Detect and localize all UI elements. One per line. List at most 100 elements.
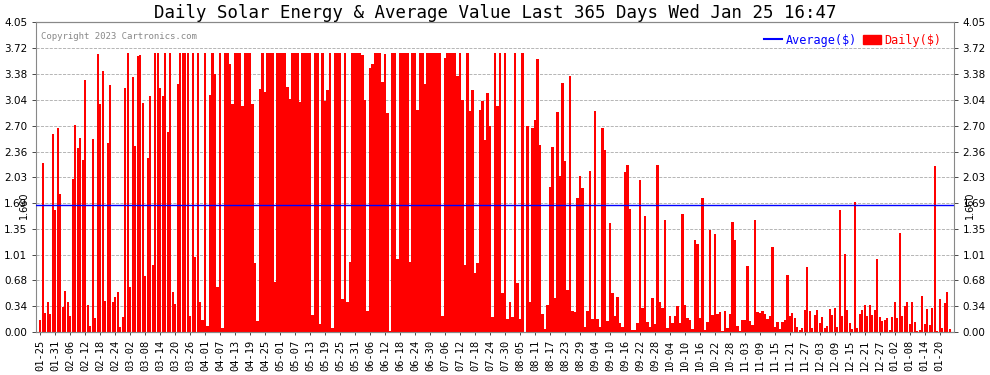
Bar — [242, 106, 244, 332]
Bar — [94, 318, 96, 332]
Bar — [69, 316, 71, 332]
Bar — [191, 53, 194, 332]
Bar — [791, 312, 794, 332]
Bar — [117, 291, 119, 332]
Bar — [474, 273, 476, 332]
Bar — [224, 53, 227, 332]
Bar — [906, 303, 909, 332]
Bar — [684, 305, 686, 332]
Bar — [548, 188, 551, 332]
Bar — [407, 53, 409, 332]
Bar — [451, 53, 453, 332]
Bar — [614, 316, 616, 332]
Bar — [317, 53, 319, 332]
Bar — [506, 319, 509, 332]
Bar — [144, 276, 147, 332]
Bar — [622, 327, 624, 332]
Bar — [389, 331, 391, 332]
Bar — [686, 318, 688, 332]
Bar — [846, 310, 848, 332]
Bar — [448, 53, 451, 332]
Bar — [937, 331, 939, 332]
Bar — [774, 327, 776, 332]
Bar — [576, 198, 578, 332]
Bar — [209, 95, 211, 332]
Bar — [137, 56, 139, 332]
Bar — [179, 53, 181, 332]
Bar — [558, 176, 561, 332]
Bar — [743, 320, 746, 332]
Bar — [932, 308, 934, 332]
Bar — [312, 315, 314, 332]
Bar — [391, 53, 394, 332]
Bar — [186, 53, 189, 332]
Bar — [619, 322, 621, 332]
Bar — [64, 291, 66, 332]
Bar — [369, 68, 371, 332]
Bar — [639, 180, 642, 332]
Bar — [102, 71, 104, 332]
Bar — [527, 126, 529, 332]
Bar — [769, 316, 771, 332]
Bar — [396, 259, 399, 332]
Bar — [617, 297, 619, 332]
Bar — [384, 54, 386, 332]
Bar — [896, 318, 899, 332]
Bar — [251, 104, 253, 332]
Bar — [104, 301, 106, 332]
Bar — [281, 53, 284, 332]
Bar — [669, 316, 671, 332]
Bar — [266, 53, 268, 332]
Bar — [761, 310, 763, 332]
Bar — [294, 53, 296, 332]
Bar — [139, 55, 142, 332]
Bar — [214, 74, 216, 332]
Bar — [941, 328, 943, 332]
Bar — [766, 318, 768, 332]
Bar — [648, 327, 651, 332]
Bar — [194, 257, 196, 332]
Bar — [244, 53, 247, 332]
Bar — [419, 53, 421, 332]
Bar — [304, 53, 306, 332]
Bar — [51, 134, 53, 332]
Bar — [656, 165, 658, 332]
Bar — [632, 330, 634, 332]
Bar — [853, 202, 856, 332]
Bar — [54, 210, 56, 332]
Text: 1.660: 1.660 — [19, 191, 29, 219]
Bar — [264, 92, 266, 332]
Bar — [824, 328, 826, 332]
Bar — [924, 324, 926, 332]
Bar — [539, 146, 542, 332]
Bar — [469, 111, 471, 332]
Bar — [127, 53, 129, 332]
Bar — [814, 315, 816, 332]
Bar — [232, 104, 234, 332]
Bar — [376, 53, 378, 332]
Text: 1.660: 1.660 — [964, 191, 974, 219]
Bar — [161, 96, 163, 332]
Bar — [596, 320, 599, 332]
Bar — [696, 244, 699, 332]
Bar — [919, 330, 921, 332]
Bar — [81, 160, 84, 332]
Bar — [47, 302, 49, 332]
Bar — [271, 53, 273, 332]
Bar — [302, 53, 304, 332]
Bar — [166, 132, 168, 332]
Bar — [99, 104, 101, 332]
Bar — [837, 327, 839, 332]
Bar — [269, 53, 271, 332]
Bar — [832, 315, 834, 332]
Bar — [481, 101, 484, 332]
Bar — [901, 316, 904, 332]
Bar — [119, 327, 122, 332]
Bar — [289, 99, 291, 332]
Bar — [604, 150, 606, 332]
Bar — [417, 110, 419, 332]
Bar — [254, 262, 256, 332]
Bar — [681, 214, 683, 332]
Bar — [476, 263, 478, 332]
Bar — [666, 328, 668, 332]
